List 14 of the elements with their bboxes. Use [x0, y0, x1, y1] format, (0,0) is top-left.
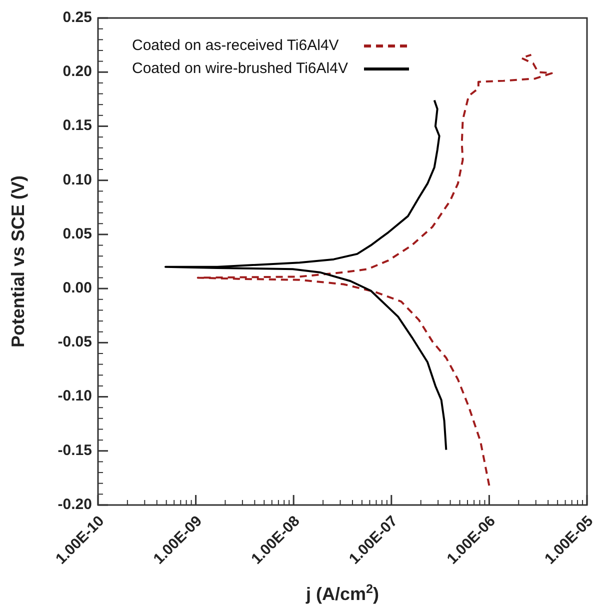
- x-axis-title: j (A/cm$^{2}$): [304, 582, 380, 604]
- legend-label: Coated on wire-brushed Ti6Al4V: [132, 60, 348, 77]
- y-tick-label: -0.15: [58, 442, 92, 459]
- legend-label: Coated on as-received Ti6Al4V: [132, 36, 339, 54]
- y-tick-label: 0.20: [62, 63, 92, 80]
- y-tick-label: 0.15: [62, 117, 92, 134]
- y-tick-label: 0.00: [62, 280, 92, 297]
- y-tick-label: 0.05: [62, 225, 92, 242]
- y-tick-label: 0.10: [62, 171, 92, 188]
- y-tick-label: -0.20: [58, 496, 92, 513]
- y-tick-label: 0.25: [62, 8, 92, 26]
- y-tick-label: -0.05: [58, 334, 92, 351]
- y-tick-label: -0.10: [58, 388, 92, 405]
- y-axis-title: Potential vs SCE (V): [8, 175, 28, 348]
